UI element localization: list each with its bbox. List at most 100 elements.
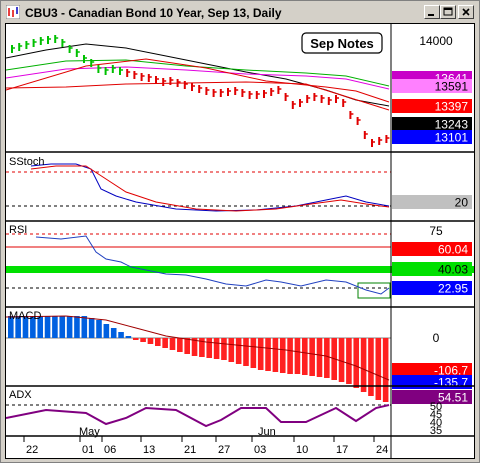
window-title: CBU3 - Canadian Bond 10 Year, Sep 13, Da…: [25, 6, 282, 20]
macd-panel[interactable]: MACD 0 -106.7-135.7: [5, 310, 472, 402]
macd-histogram-bar: [235, 338, 242, 364]
macd-histogram-bar: [250, 338, 257, 368]
macd-histogram-bar: [118, 332, 124, 338]
price-badge-2-text: 13397: [435, 100, 469, 114]
macd-histogram-bar: [30, 316, 36, 338]
stoch-label: SStoch: [9, 156, 44, 168]
date-axis[interactable]: May Jun 22 01 06 13 21 27 03 10 17 24: [23, 426, 388, 456]
day-label-8: 17: [336, 444, 348, 456]
minimize-button[interactable]: [424, 5, 440, 19]
stoch-k-line: [30, 163, 390, 212]
macd-histogram-bar: [338, 338, 345, 382]
adx-value-path: [5, 404, 390, 428]
rsi-label: RSI: [9, 224, 27, 236]
chart-canvas[interactable]: Sep Notes 14000 13641 13591 13397 13243 1310…: [5, 23, 475, 459]
close-icon: [462, 8, 470, 16]
rsi-line: [35, 235, 390, 295]
macd-histogram-bar: [191, 338, 198, 356]
macd-badge-1: -135.7: [392, 375, 472, 390]
macd-histogram-bar: [228, 338, 235, 362]
month-label-1: Jun: [258, 426, 276, 438]
stochastic-lines: [30, 163, 390, 212]
title-bar[interactable]: CBU3 - Canadian Bond 10 Year, Sep 13, Da…: [3, 3, 477, 22]
rsi-badge-2-text: 22.95: [438, 282, 468, 296]
adx-axis-label-3: 35: [430, 425, 442, 437]
rsi-band: [6, 266, 474, 273]
price-badge-3: 13243: [392, 117, 472, 132]
day-label-2: 06: [104, 444, 116, 456]
day-label-6: 03: [254, 444, 266, 456]
macd-histogram-bar: [110, 328, 117, 338]
macd-label: MACD: [9, 310, 41, 322]
macd-histogram: [8, 316, 389, 402]
price-badge-3-text: 13243: [435, 118, 469, 132]
price-panel[interactable]: Sep Notes 14000 136411359113397132431310…: [5, 24, 472, 152]
macd-signal-path: [5, 315, 390, 381]
rsi-badge-2: 22.95: [392, 281, 472, 296]
macd-signal-line: [5, 315, 390, 381]
adx-badges: 54.51: [392, 390, 472, 405]
ma-red-slow-line: [5, 81, 390, 111]
close-button[interactable]: [458, 5, 474, 19]
macd-histogram-bar: [66, 316, 73, 338]
macd-histogram-bar: [279, 338, 286, 373]
stoch-d-line: [30, 165, 390, 212]
day-label-7: 10: [296, 444, 308, 456]
adx-line: [5, 404, 390, 428]
adx-axis-label-1: 45: [430, 409, 442, 421]
macd-histogram-bar: [243, 338, 249, 366]
rsi-panel[interactable]: RSI 75 60.04 40.03 22.95: [6, 224, 474, 299]
chart-svg[interactable]: Sep Notes 14000 136411359113397132431310…: [5, 24, 474, 458]
macd-histogram-bar: [353, 338, 360, 388]
macd-histogram-bar: [287, 338, 293, 374]
stoch-badges: 20: [392, 195, 472, 210]
stochastic-panel[interactable]: SStoch 20: [6, 156, 472, 212]
macd-histogram-bar: [309, 338, 315, 376]
macd-histogram-bar: [59, 316, 66, 338]
macd-histogram-bar: [184, 338, 190, 354]
macd-histogram-bar: [272, 338, 279, 372]
maximize-button[interactable]: [440, 5, 456, 19]
macd-histogram-bar: [206, 338, 213, 358]
price-moving-averages: [5, 43, 390, 111]
maximize-icon: [443, 7, 453, 16]
macd-histogram-bar: [324, 338, 330, 378]
day-label-0: 22: [26, 444, 38, 456]
day-label-5: 27: [218, 444, 230, 456]
macd-histogram-bar: [265, 338, 271, 371]
macd-axis-label: 0: [433, 331, 440, 345]
macd-histogram-bar: [44, 316, 51, 338]
rsi-badge-1-text: 40.03: [438, 263, 468, 277]
macd-histogram-bar: [302, 338, 308, 375]
macd-histogram-bar: [52, 316, 58, 338]
macd-histogram-bar: [382, 338, 389, 402]
macd-histogram-bar: [147, 338, 154, 344]
macd-histogram-bar: [360, 338, 367, 392]
macd-histogram-bar: [375, 338, 382, 400]
month-label-0: May: [79, 426, 100, 438]
macd-histogram-bar: [103, 324, 110, 338]
macd-histogram-bar: [37, 316, 43, 338]
macd-histogram-bar: [162, 338, 168, 348]
macd-histogram-bar: [88, 318, 95, 338]
price-bars: [11, 35, 390, 147]
price-badge-4: 13101: [392, 130, 472, 145]
rsi-axis-label: 75: [429, 224, 443, 238]
macd-histogram-bar: [213, 338, 220, 359]
macd-badge-0-text: -106.7: [434, 364, 468, 378]
rsi-badge-0-text: 60.04: [438, 243, 468, 257]
stoch-badge: 20: [392, 195, 472, 210]
sep-notes-annotation: Sep Notes: [301, 32, 383, 54]
macd-histogram-bar: [169, 338, 176, 350]
annotation-text: Sep Notes: [310, 36, 374, 51]
ma-red-line: [5, 58, 390, 103]
macd-histogram-bar: [125, 336, 132, 338]
adx-badge-text: 54.51: [438, 391, 468, 405]
macd-histogram-bar: [140, 338, 146, 342]
minimize-icon: [428, 14, 434, 16]
price-badge-2: 13397: [392, 99, 472, 114]
